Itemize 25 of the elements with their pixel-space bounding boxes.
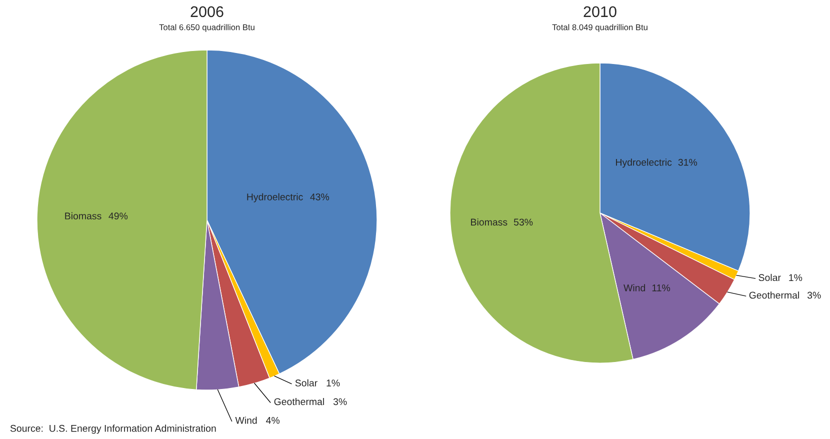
- slice-label: Wind: [624, 284, 646, 292]
- slice-label: Solar: [758, 274, 781, 282]
- chart-subtitle: Total 6.650 quadrillion Btu: [159, 24, 254, 32]
- slice-label: Geothermal: [749, 292, 799, 299]
- chart-title: 2010: [584, 6, 616, 18]
- chart-subtitle: Total 8.049 quadrillion Btu: [552, 24, 648, 32]
- data-label: 49%: [108, 212, 128, 220]
- data-label: 1%: [789, 274, 802, 281]
- data-label: 3%: [333, 398, 347, 406]
- slice-label: Hydroelectric: [247, 193, 303, 202]
- data-label: 31%: [678, 158, 698, 166]
- source-note: Source: U.S. Energy Information Administration: [10, 424, 216, 434]
- data-label: 53%: [514, 218, 533, 226]
- data-label: 1%: [326, 380, 340, 386]
- data-label: 43%: [310, 193, 330, 200]
- slice-label: Biomass: [471, 218, 508, 226]
- slice-label: Biomass: [65, 212, 102, 220]
- data-label: 4%: [266, 416, 280, 424]
- slice-label: Solar: [295, 379, 318, 386]
- data-label: 3%: [807, 292, 821, 299]
- slice-label: Hydroelectric: [616, 158, 672, 168]
- slice-label: Geothermal: [274, 398, 324, 406]
- chart-title: 2006: [190, 6, 224, 18]
- slice-label: Wind: [235, 416, 257, 424]
- data-label: 11%: [652, 284, 670, 292]
